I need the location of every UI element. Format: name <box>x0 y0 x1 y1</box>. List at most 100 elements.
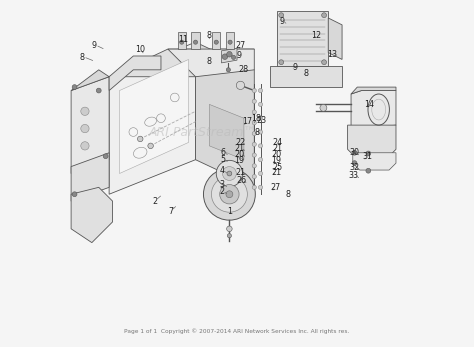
Circle shape <box>258 102 263 107</box>
Circle shape <box>228 40 232 44</box>
Circle shape <box>258 88 263 93</box>
Polygon shape <box>119 59 189 174</box>
Text: 19: 19 <box>271 156 282 165</box>
Circle shape <box>216 160 243 187</box>
Circle shape <box>137 136 143 142</box>
Polygon shape <box>328 18 342 59</box>
Text: 9: 9 <box>236 51 241 60</box>
Text: 18: 18 <box>251 115 261 124</box>
Circle shape <box>252 175 256 179</box>
Polygon shape <box>168 49 254 77</box>
Text: 13: 13 <box>327 50 337 59</box>
Text: 27: 27 <box>235 41 246 50</box>
Text: 19: 19 <box>234 156 244 165</box>
Polygon shape <box>109 49 254 77</box>
Circle shape <box>180 40 184 44</box>
Circle shape <box>81 107 89 116</box>
Text: 27: 27 <box>270 183 280 192</box>
Circle shape <box>252 185 256 189</box>
Text: 23: 23 <box>257 117 267 126</box>
Text: 14: 14 <box>364 100 374 109</box>
Circle shape <box>352 161 357 166</box>
Text: 31: 31 <box>363 152 373 161</box>
Circle shape <box>252 99 256 103</box>
Text: 9: 9 <box>91 41 96 50</box>
Polygon shape <box>212 32 220 49</box>
Text: 10: 10 <box>135 45 145 54</box>
Circle shape <box>252 110 256 114</box>
Circle shape <box>252 88 256 93</box>
Circle shape <box>320 104 327 111</box>
Circle shape <box>279 13 283 18</box>
Circle shape <box>148 143 154 149</box>
Circle shape <box>322 13 327 18</box>
Circle shape <box>237 81 245 90</box>
Circle shape <box>222 54 228 59</box>
Text: 22: 22 <box>235 138 246 147</box>
Circle shape <box>258 171 263 176</box>
Text: 1: 1 <box>228 207 233 216</box>
Text: 6: 6 <box>221 148 226 157</box>
Text: 8: 8 <box>255 128 260 136</box>
Text: 4: 4 <box>220 166 225 175</box>
Text: 8: 8 <box>304 69 309 78</box>
Circle shape <box>72 192 77 197</box>
Polygon shape <box>210 104 244 160</box>
Circle shape <box>226 191 233 198</box>
Circle shape <box>203 168 255 220</box>
Polygon shape <box>270 66 342 87</box>
Polygon shape <box>226 32 234 49</box>
Text: 3: 3 <box>219 180 225 189</box>
Polygon shape <box>109 42 196 194</box>
Text: Page 1 of 1  Copyright © 2007-2014 ARI Network Services Inc. All rights res.: Page 1 of 1 Copyright © 2007-2014 ARI Ne… <box>124 329 350 334</box>
Circle shape <box>81 125 89 133</box>
Circle shape <box>228 234 231 238</box>
Circle shape <box>279 60 283 65</box>
Circle shape <box>252 132 256 136</box>
Text: 11: 11 <box>178 35 189 44</box>
Circle shape <box>366 151 371 156</box>
Text: 9: 9 <box>279 17 284 26</box>
Polygon shape <box>178 32 186 49</box>
Circle shape <box>231 55 236 59</box>
Polygon shape <box>351 91 396 129</box>
Circle shape <box>258 116 263 120</box>
Text: 5: 5 <box>220 155 226 164</box>
Polygon shape <box>191 32 200 49</box>
Text: 32: 32 <box>349 163 360 172</box>
Polygon shape <box>71 187 113 243</box>
Text: 8: 8 <box>207 31 212 40</box>
Text: 12: 12 <box>311 31 321 40</box>
Text: 28: 28 <box>239 65 249 74</box>
Circle shape <box>252 164 256 168</box>
Circle shape <box>252 153 256 157</box>
Circle shape <box>252 142 256 146</box>
Circle shape <box>258 130 263 134</box>
Polygon shape <box>221 48 237 63</box>
Circle shape <box>103 154 108 159</box>
Circle shape <box>258 158 263 162</box>
Circle shape <box>227 171 232 176</box>
Polygon shape <box>347 125 396 154</box>
Text: 17: 17 <box>242 117 253 126</box>
Text: 20: 20 <box>234 150 245 159</box>
Circle shape <box>220 185 239 204</box>
Text: 24: 24 <box>273 138 283 147</box>
Text: 21: 21 <box>272 144 282 153</box>
Text: 7: 7 <box>168 207 173 216</box>
Text: 21: 21 <box>271 168 282 177</box>
Text: ARI PartStream™: ARI PartStream™ <box>148 126 256 138</box>
Text: 25: 25 <box>272 163 282 172</box>
Circle shape <box>211 176 247 212</box>
Circle shape <box>193 40 198 44</box>
Circle shape <box>258 144 263 148</box>
Circle shape <box>96 88 101 93</box>
Circle shape <box>214 40 219 44</box>
Text: 21: 21 <box>236 168 246 177</box>
Polygon shape <box>277 11 328 66</box>
Text: 8: 8 <box>80 53 85 62</box>
Polygon shape <box>351 87 396 94</box>
Circle shape <box>352 150 357 155</box>
Text: 9: 9 <box>292 62 298 71</box>
Polygon shape <box>71 153 109 201</box>
